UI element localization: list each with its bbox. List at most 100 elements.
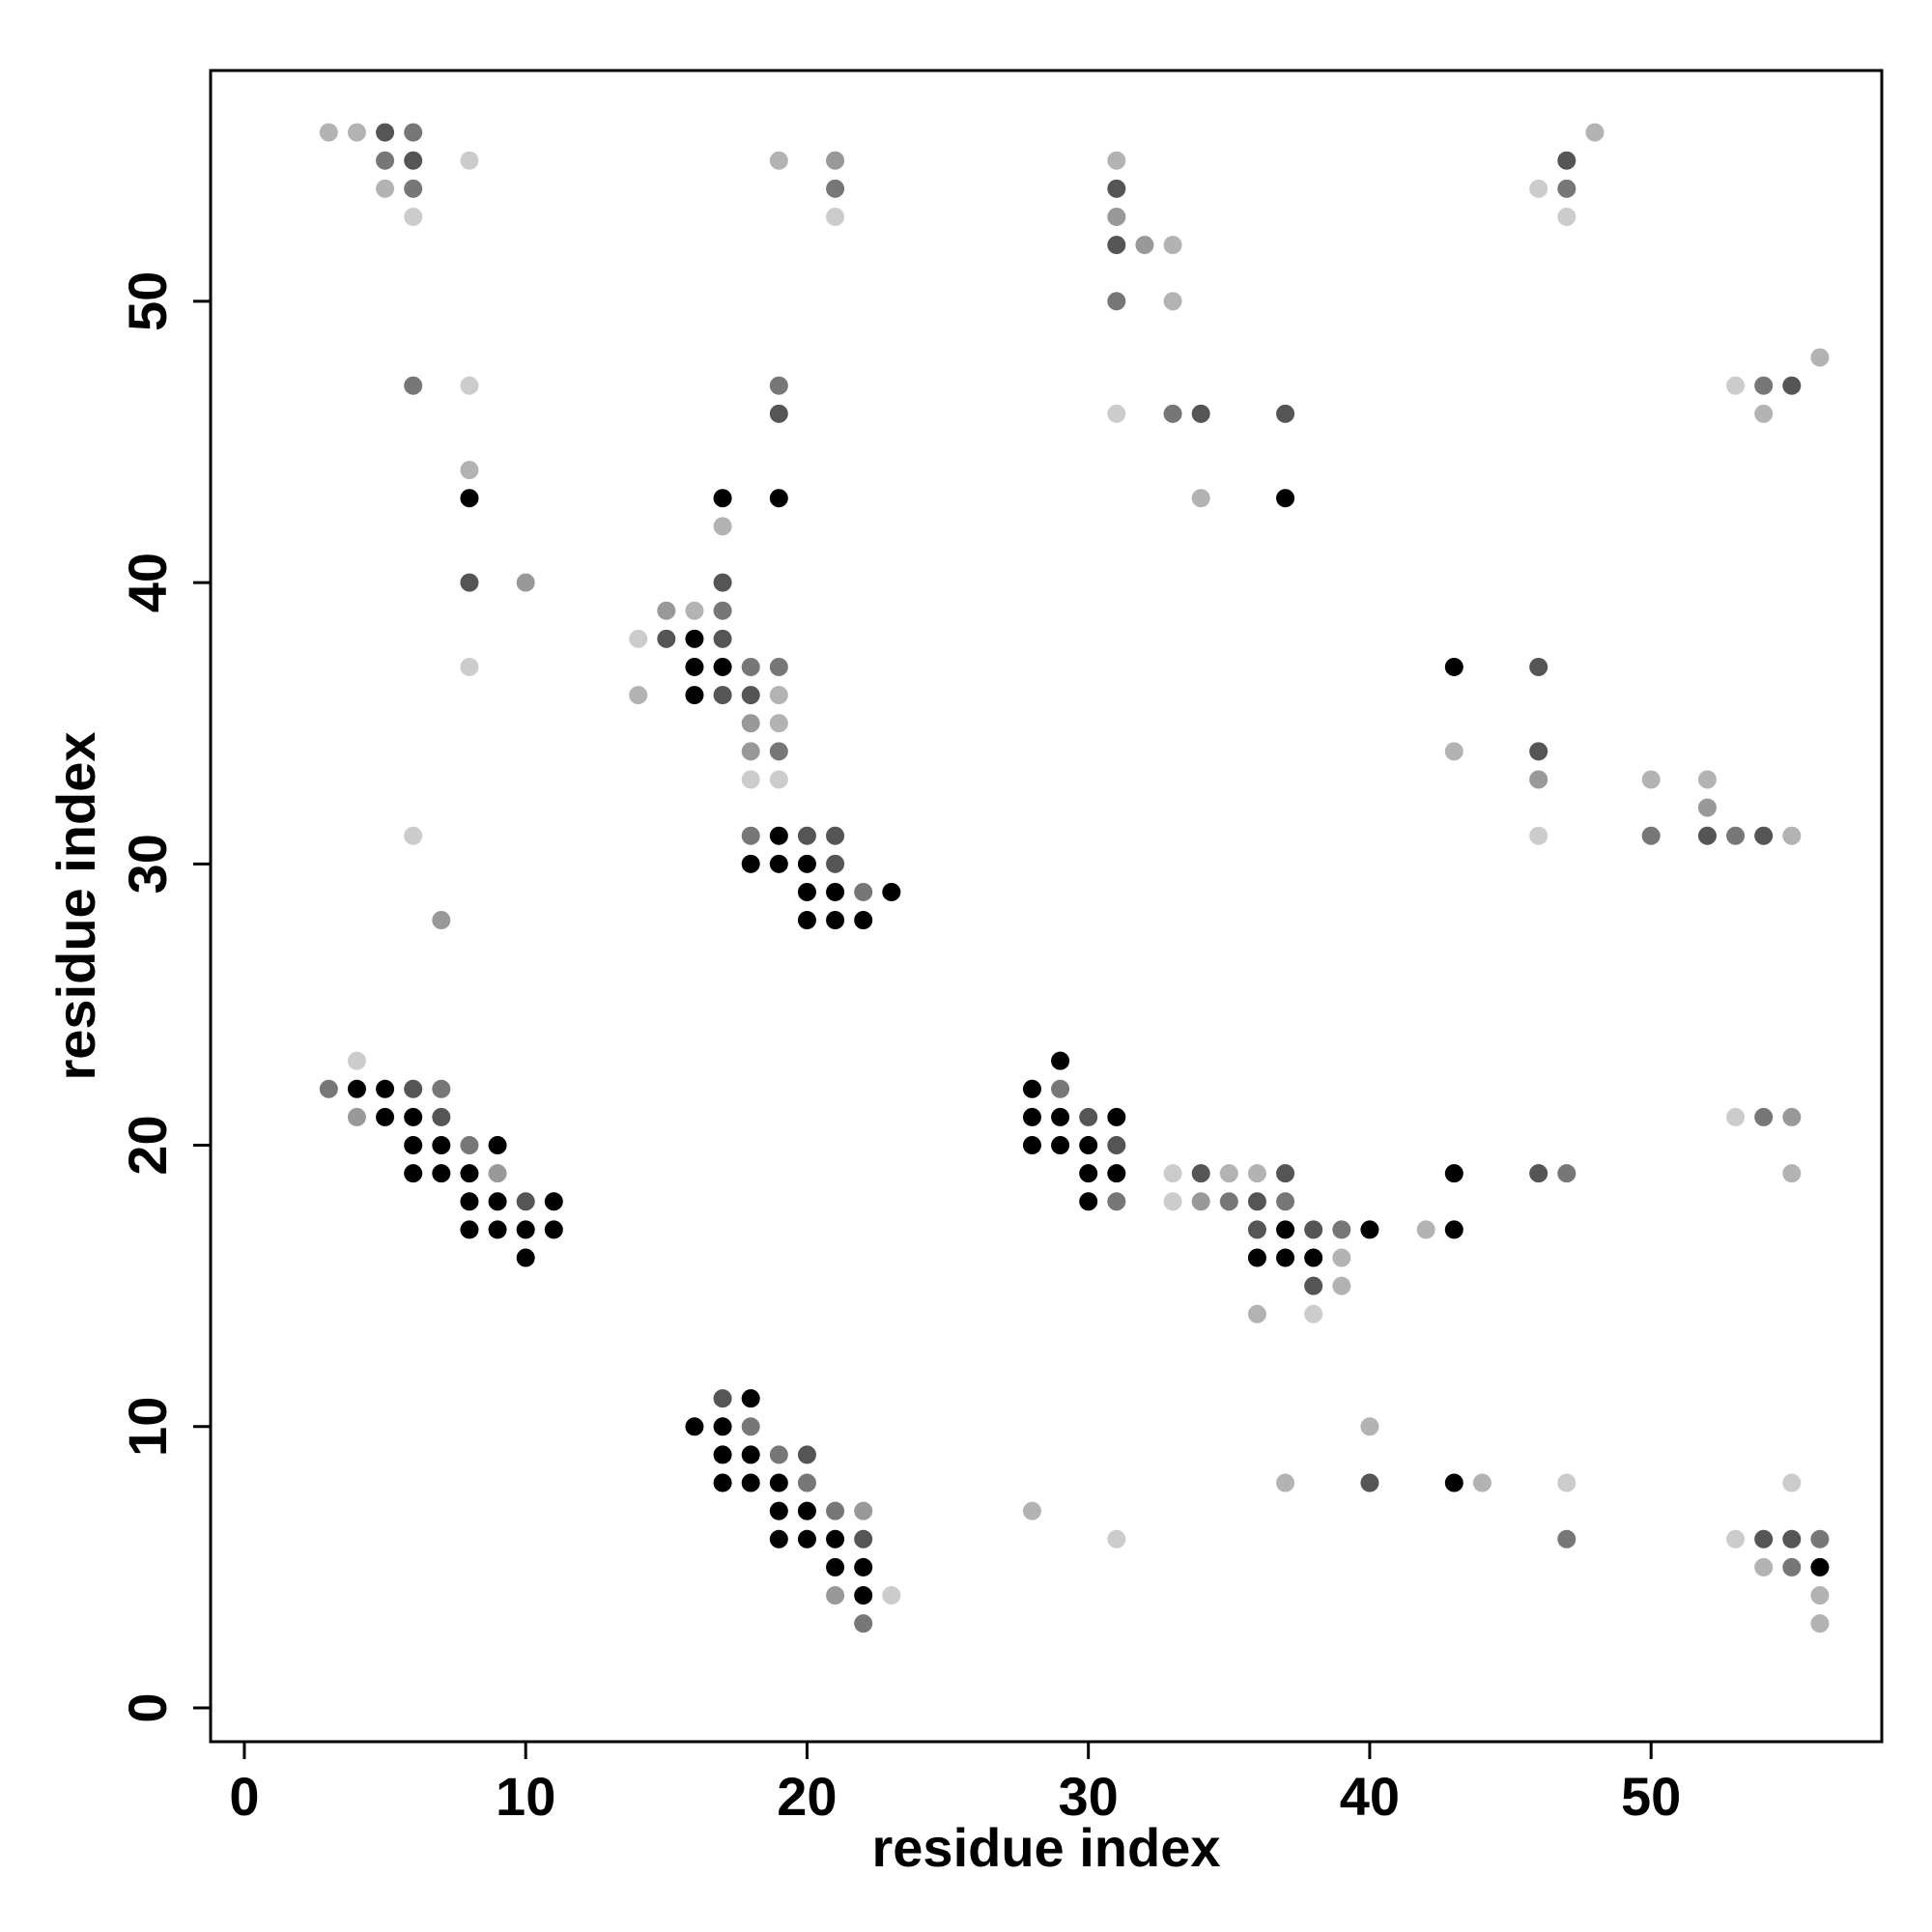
data-point — [1810, 1557, 1830, 1577]
data-point — [1107, 1107, 1126, 1126]
data-point — [1304, 1248, 1323, 1267]
data-point — [1332, 1276, 1351, 1295]
data-point — [1641, 770, 1661, 789]
data-point — [1754, 1557, 1774, 1577]
data-point — [797, 1501, 816, 1520]
data-point — [1754, 404, 1774, 423]
data-point — [1107, 1192, 1126, 1211]
data-point — [1557, 1473, 1577, 1492]
data-point — [741, 714, 760, 733]
data-point — [1754, 826, 1774, 845]
data-point — [376, 1107, 395, 1126]
data-point — [1276, 1473, 1295, 1492]
points-layer — [319, 123, 1830, 1634]
data-point — [376, 179, 395, 198]
data-point — [769, 151, 788, 170]
data-point — [741, 686, 760, 705]
data-point — [460, 1136, 479, 1155]
data-point — [769, 376, 788, 395]
data-point — [1247, 1304, 1266, 1323]
data-point — [1135, 236, 1154, 255]
data-point — [1163, 292, 1182, 311]
data-point — [826, 882, 845, 901]
data-point — [1276, 1164, 1295, 1183]
data-point — [769, 1473, 788, 1492]
data-point — [1585, 123, 1605, 142]
data-point — [460, 657, 479, 676]
data-point — [1332, 1248, 1351, 1267]
y-tick-label: 0 — [117, 1692, 178, 1722]
data-point — [1022, 1136, 1041, 1155]
y-tick-label: 40 — [117, 553, 178, 612]
data-point — [1557, 179, 1577, 198]
data-point — [488, 1136, 507, 1155]
data-point — [1782, 1107, 1802, 1126]
x-tick-label: 0 — [229, 1766, 259, 1827]
data-point — [769, 826, 788, 845]
data-point — [1247, 1220, 1266, 1239]
data-point — [1107, 179, 1126, 198]
y-axis: 0 10 20 30 40 50 — [117, 271, 211, 1723]
data-point — [657, 629, 676, 648]
data-point — [1304, 1220, 1323, 1239]
data-point — [713, 1473, 732, 1492]
data-point — [826, 1501, 845, 1520]
y-tick-label: 20 — [117, 1115, 178, 1175]
data-point — [1782, 1473, 1802, 1492]
data-point — [404, 1136, 423, 1155]
data-point — [713, 657, 732, 676]
data-point — [1191, 1164, 1210, 1183]
data-point — [1107, 404, 1126, 423]
data-point — [769, 404, 788, 423]
data-point — [432, 1164, 451, 1183]
data-point — [713, 1417, 732, 1436]
data-point — [1219, 1192, 1238, 1211]
data-point — [769, 686, 788, 705]
data-point — [769, 714, 788, 733]
data-point — [1641, 826, 1661, 845]
data-point — [741, 1445, 760, 1464]
data-point — [629, 686, 648, 705]
data-point — [1107, 151, 1126, 170]
x-axis: 0 10 20 30 40 50 — [229, 1742, 1681, 1827]
data-point — [1810, 1586, 1830, 1605]
data-point — [1444, 742, 1463, 761]
data-point — [1529, 179, 1548, 198]
data-point — [1754, 1529, 1774, 1548]
data-point — [797, 826, 816, 845]
data-point — [1079, 1136, 1098, 1155]
data-point — [1697, 826, 1717, 845]
data-point — [769, 1445, 788, 1464]
data-point — [516, 1192, 535, 1211]
data-point — [460, 1164, 479, 1183]
data-point — [1810, 348, 1830, 367]
data-point — [1810, 1614, 1830, 1634]
data-point — [1726, 826, 1746, 845]
data-point — [460, 489, 479, 508]
data-point — [1444, 1473, 1463, 1492]
data-point — [826, 826, 845, 845]
data-point — [432, 911, 451, 930]
data-point — [741, 657, 760, 676]
y-tick-label: 30 — [117, 834, 178, 894]
data-point — [1247, 1192, 1266, 1211]
data-point — [1051, 1136, 1070, 1155]
data-point — [826, 854, 845, 873]
data-point — [319, 123, 338, 142]
data-point — [1276, 1248, 1295, 1267]
data-point — [1022, 1079, 1041, 1098]
data-point — [713, 686, 732, 705]
data-point — [1726, 1529, 1746, 1548]
data-point — [1163, 404, 1182, 423]
data-point — [1360, 1417, 1379, 1436]
data-point — [854, 1614, 873, 1634]
data-point — [1754, 376, 1774, 395]
data-point — [797, 911, 816, 930]
data-point — [1022, 1107, 1041, 1126]
data-point — [376, 1079, 395, 1098]
data-point — [713, 629, 732, 648]
data-point — [1079, 1107, 1098, 1126]
data-point — [826, 1529, 845, 1548]
data-point — [797, 1473, 816, 1492]
